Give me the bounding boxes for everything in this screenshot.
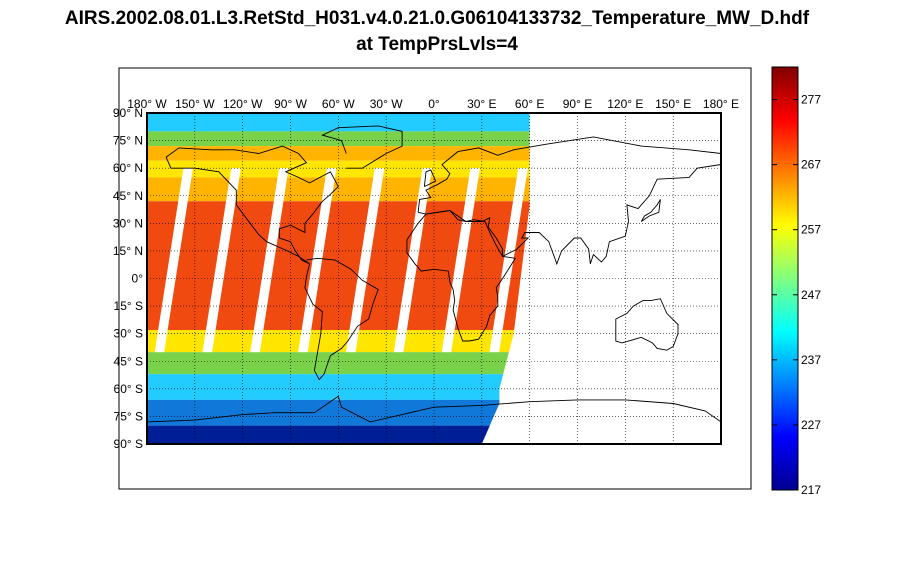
colorbar [771, 66, 799, 491]
lat-tick-label: 15° S [114, 299, 143, 313]
lon-tick-label: 180° E [703, 97, 739, 111]
lat-tick-label: 15° N [113, 244, 143, 258]
field-band [147, 425, 490, 444]
swath-gap [441, 168, 480, 353]
swath-gap [393, 168, 433, 353]
swath-gap [250, 168, 289, 353]
lat-tick-label: 0° [132, 272, 144, 286]
lon-tick-label: 90° E [563, 97, 592, 111]
lon-tick-label: 0° [428, 97, 440, 111]
figure-title: AIRS.2002.08.01.L3.RetStd_H031.v4.0.21.0… [0, 6, 874, 58]
lat-tick-label: 75° N [113, 134, 143, 148]
lat-tick-label: 60° N [113, 161, 143, 175]
lat-tick-label: 60° S [114, 382, 143, 396]
coastline [304, 257, 379, 381]
field-band [147, 374, 513, 400]
title-line-2: at TempPrsLvls=4 [356, 34, 518, 55]
colorbar-tick-label: 217 [801, 483, 821, 497]
coastline [165, 145, 339, 265]
field-band [147, 352, 522, 375]
latitude-labels: 90° N 75° N 60° N 45° N 30° N 15° N 0° 15° S 30°… [113, 106, 143, 451]
lon-tick-label: 30° W [370, 97, 403, 111]
swath-gap [154, 168, 193, 353]
swath-gap [489, 168, 528, 353]
colorbar-ticks: 217 227 237 247 257 267 277 [772, 93, 821, 497]
map-area [147, 113, 721, 444]
swath-gap [346, 168, 385, 353]
lon-tick-label: 90° W [274, 97, 307, 111]
coastline [423, 169, 437, 188]
no-data-region [499, 113, 721, 444]
swath-gap [202, 168, 241, 353]
colorbar-tick-label: 237 [801, 353, 821, 367]
lat-tick-label: 30° S [114, 327, 143, 341]
graticule [147, 113, 721, 444]
coastline [147, 395, 721, 423]
lon-tick-label: 120° W [223, 97, 263, 111]
map-frame [146, 112, 722, 445]
colorbar-tick-label: 277 [801, 93, 821, 107]
colorbar-tick-label: 247 [801, 288, 821, 302]
title-line-1: AIRS.2002.08.01.L3.RetStd_H031.v4.0.21.0… [64, 8, 810, 29]
colorbar-tick-label: 227 [801, 418, 821, 432]
colorbar-tick-label: 267 [801, 158, 821, 172]
lon-tick-label: 150° W [175, 97, 215, 111]
field-band [147, 201, 530, 330]
lon-tick-label: 60° E [515, 97, 544, 111]
swath-gap [298, 168, 337, 353]
lat-tick-label: 30° N [113, 216, 143, 230]
coastline [321, 125, 403, 169]
lat-tick-label: 45° N [113, 189, 143, 203]
lon-tick-label: 30° E [467, 97, 496, 111]
lat-tick-label: 90° N [113, 106, 143, 120]
coastlines [147, 125, 721, 423]
field-band [147, 131, 530, 147]
lat-tick-label: 45° S [114, 354, 143, 368]
coastline [615, 298, 679, 351]
coastline [406, 210, 517, 342]
longitude-labels: 180° W 150° W 120° W 90° W 60° W 30° W 0° 30° E… [127, 97, 739, 111]
coastline [640, 199, 661, 222]
lon-tick-label: 150° E [655, 97, 691, 111]
coastline [417, 136, 721, 266]
lon-tick-label: 180° W [127, 97, 167, 111]
field-band [147, 177, 530, 202]
field-band [147, 399, 501, 426]
colorbar-tick-label: 257 [801, 223, 821, 237]
lon-tick-label: 120° E [607, 97, 643, 111]
lat-tick-label: 90° S [114, 437, 143, 451]
lat-tick-label: 75° S [114, 409, 143, 423]
lon-tick-label: 60° W [322, 97, 355, 111]
